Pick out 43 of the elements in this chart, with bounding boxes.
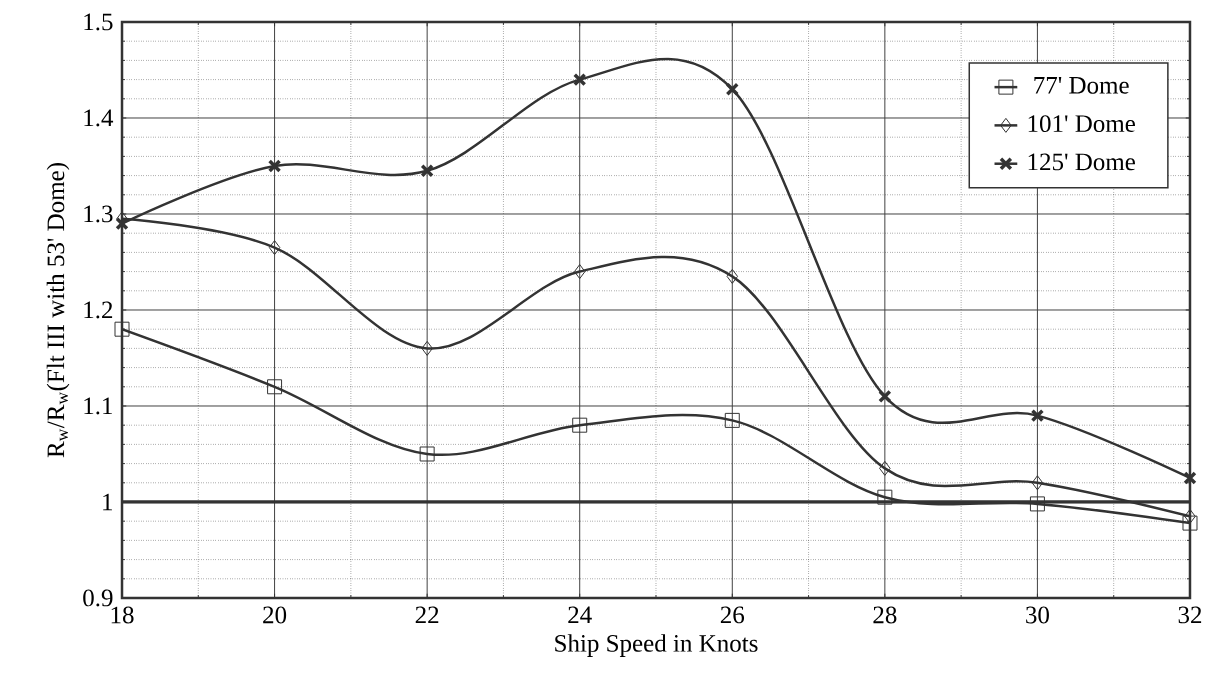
x-tick-label: 18 — [111, 606, 134, 624]
point — [573, 264, 586, 280]
point — [725, 82, 739, 96]
y-tick-label: 1 — [103, 493, 112, 511]
point — [267, 379, 283, 395]
point — [878, 389, 892, 404]
y-tick-label: 1.5 — [84, 13, 113, 31]
legend-label: 101' Dome — [1028, 115, 1135, 133]
y-tick-label: 1.1 — [84, 397, 112, 415]
point — [421, 340, 433, 356]
point — [1031, 475, 1044, 491]
x-tick-label: 32 — [1178, 606, 1202, 624]
point — [573, 72, 587, 87]
point — [1183, 471, 1197, 485]
y-axis-title: R$_{w}$/R$_{w}$(Flt III with 53' Dome) — [46, 163, 70, 458]
point — [1182, 515, 1198, 531]
legend-label: 125' Dome — [1028, 153, 1135, 171]
point — [1030, 408, 1045, 423]
point — [420, 164, 434, 178]
point — [268, 240, 281, 256]
x-tick-label: 20 — [263, 606, 287, 624]
point — [572, 417, 588, 433]
y-tick-label: 1.2 — [84, 301, 113, 319]
x-tick-label: 22 — [415, 606, 439, 624]
point — [726, 268, 739, 284]
point — [879, 460, 891, 476]
point — [115, 216, 129, 231]
x-axis-title: Ship Speed in Knots — [555, 634, 758, 657]
x-tick-label: 26 — [720, 606, 745, 624]
point — [1184, 508, 1196, 524]
x-tick-label: 28 — [873, 606, 897, 624]
point — [1029, 496, 1045, 512]
point — [419, 446, 435, 462]
point — [724, 412, 740, 428]
point — [877, 489, 893, 505]
y-tick-label: 1.4 — [84, 109, 114, 127]
point — [267, 159, 282, 173]
y-tick-label: 0.9 — [83, 589, 113, 607]
legend-label: 77' Dome — [1034, 77, 1129, 94]
y-tick-label: 1.3 — [84, 205, 113, 223]
x-tick-label: 24 — [568, 606, 592, 624]
x-tick-label: 30 — [1026, 606, 1049, 624]
point — [114, 321, 130, 337]
